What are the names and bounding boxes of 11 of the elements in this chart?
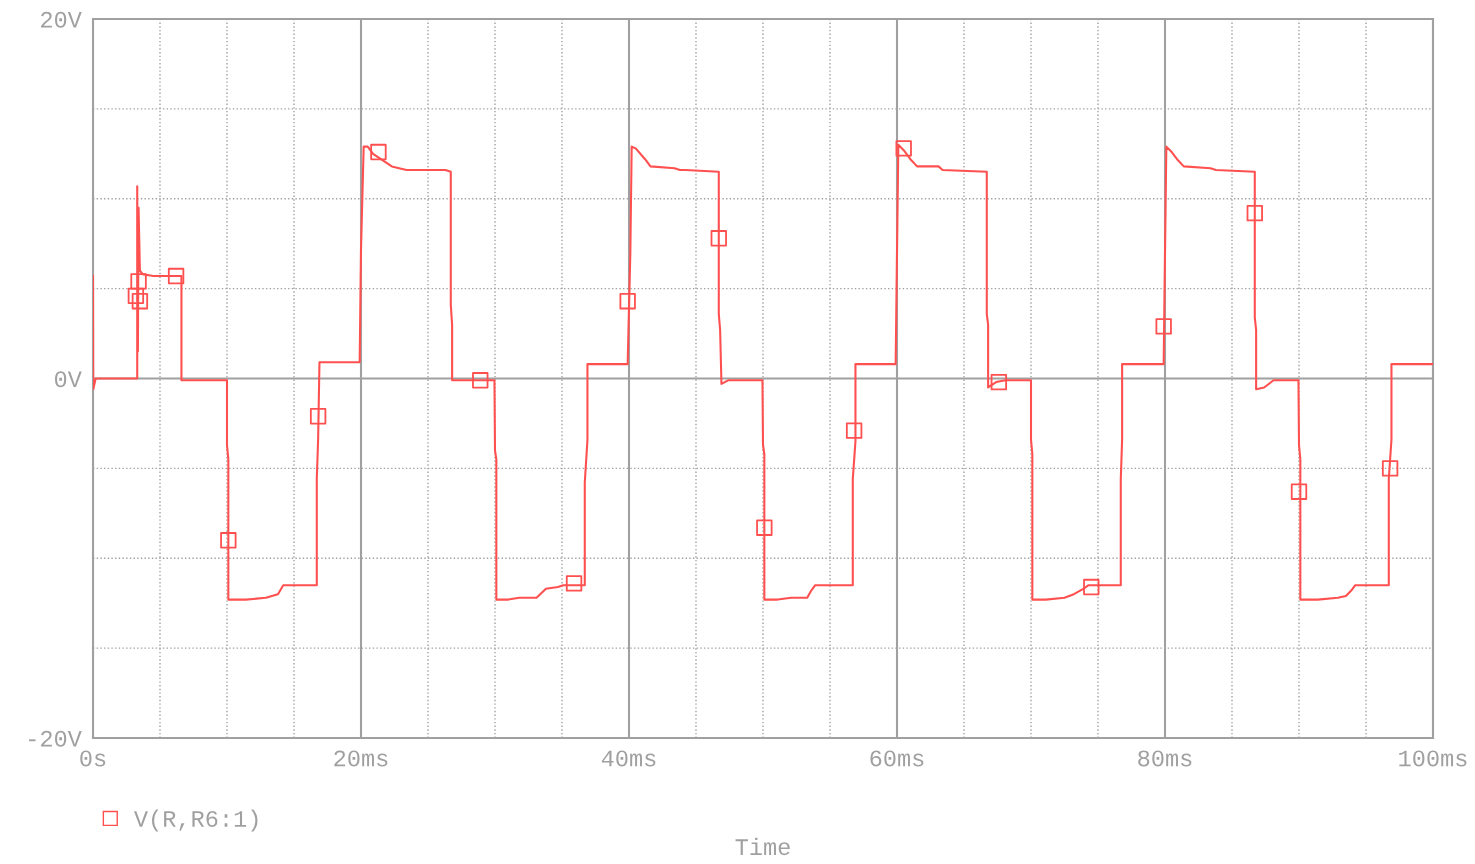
x-tick-label: 0s [80,750,106,767]
x-tick-label: 40ms [601,750,656,767]
x-tick-label: 20ms [334,750,388,767]
y-tick-label: 0V [54,371,82,388]
y-tick-label: -20V [29,730,82,747]
x-tick-label: 100ms [1399,750,1467,767]
legend-label: V(R,R6:1) [134,809,258,832]
y-tick-label: 20V [41,11,82,28]
x-tick-label: 60ms [870,750,924,767]
x-axis-title: Time [735,837,790,856]
x-tick-label: 80ms [1138,750,1192,767]
